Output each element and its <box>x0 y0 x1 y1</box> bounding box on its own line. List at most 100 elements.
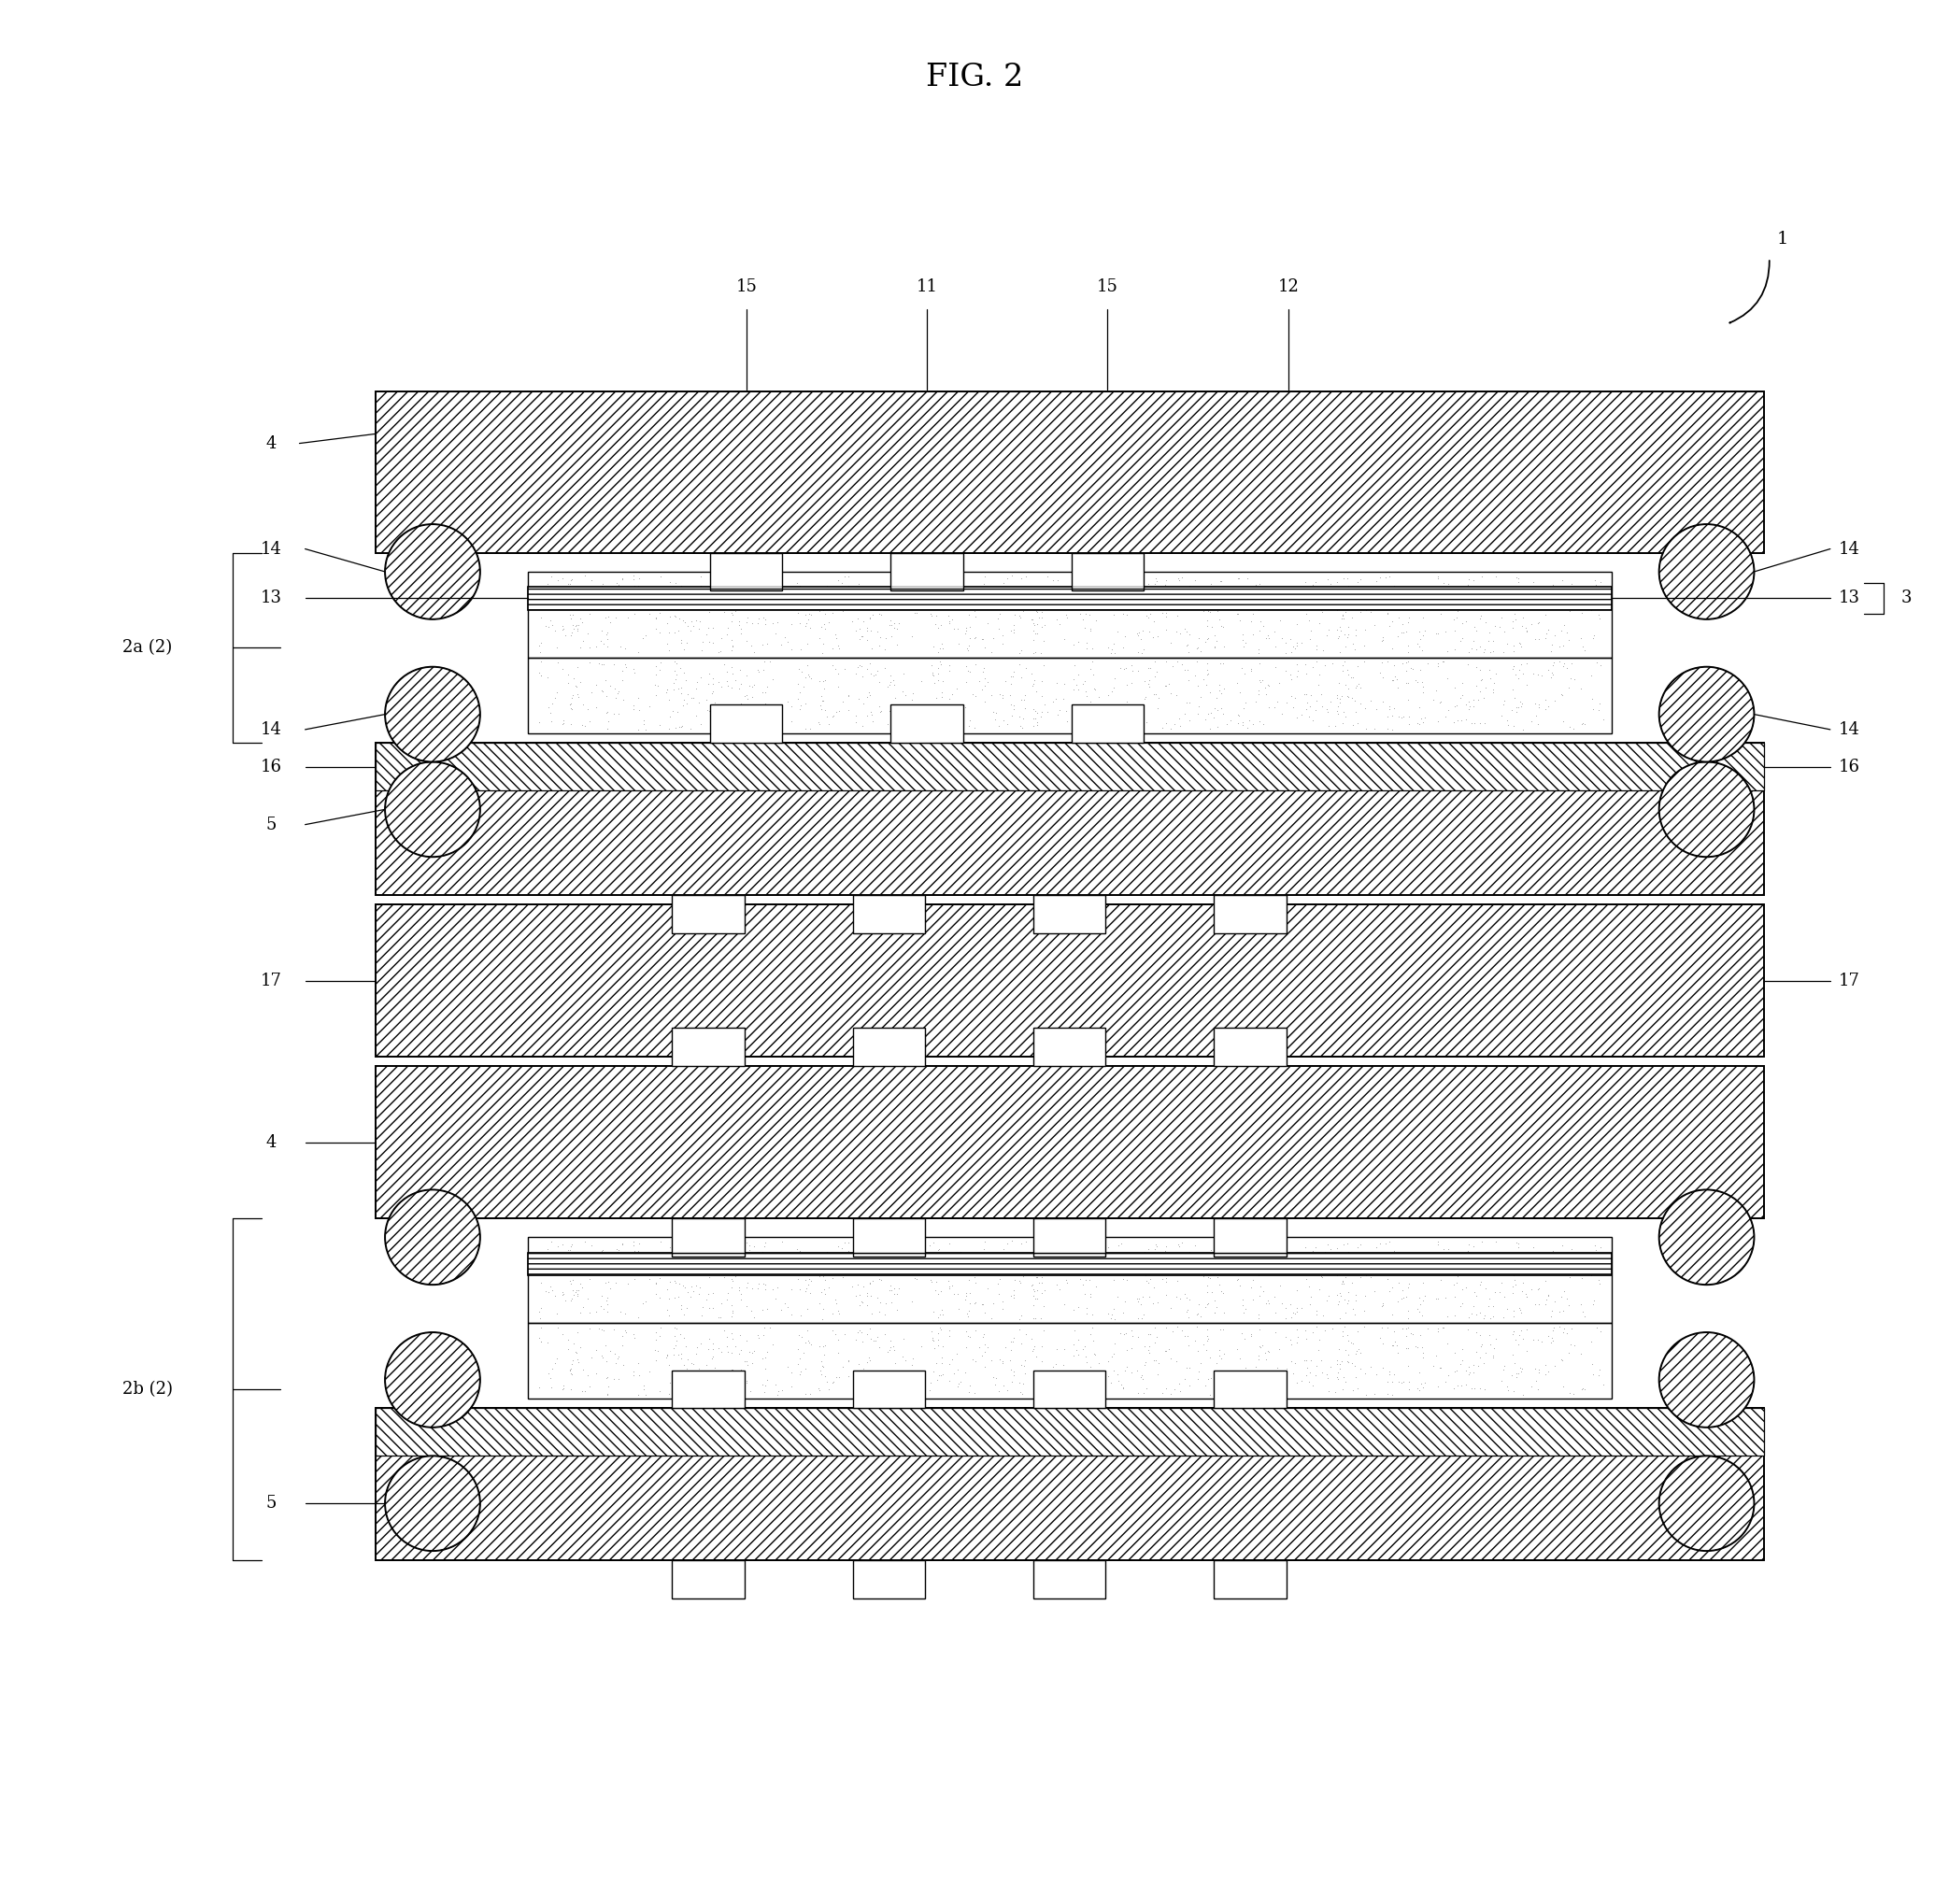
Point <box>762 1377 793 1407</box>
Point <box>976 1302 1008 1333</box>
Point <box>1360 1359 1392 1390</box>
Point <box>754 1312 785 1342</box>
Point <box>1378 1251 1409 1281</box>
Point <box>1384 1268 1415 1299</box>
Point <box>1010 693 1041 724</box>
Bar <box>376 1066 1764 1219</box>
Point <box>1555 1240 1586 1270</box>
Point <box>1530 685 1561 716</box>
Point <box>1140 1344 1171 1375</box>
Point <box>1006 1228 1037 1259</box>
Point <box>811 1264 842 1295</box>
Point <box>1321 567 1353 598</box>
Point <box>1394 607 1425 638</box>
Point <box>998 1321 1029 1352</box>
Point <box>996 585 1027 615</box>
Point <box>669 1323 700 1354</box>
Point <box>1070 628 1101 659</box>
Point <box>618 653 649 684</box>
Point <box>875 1276 906 1306</box>
Point <box>692 613 723 644</box>
Point <box>715 1264 746 1295</box>
Point <box>1532 1319 1563 1350</box>
Point <box>1064 1377 1095 1407</box>
Point <box>1423 1226 1454 1257</box>
Point <box>803 666 834 697</box>
Point <box>628 1371 659 1401</box>
Point <box>1337 1255 1368 1285</box>
Point <box>729 1377 760 1407</box>
Point <box>1374 693 1405 724</box>
Point <box>661 586 692 617</box>
Point <box>602 1238 633 1268</box>
Point <box>916 1255 947 1285</box>
Point <box>1388 1314 1419 1344</box>
Point <box>1167 1240 1199 1270</box>
Point <box>694 695 725 725</box>
Point <box>793 1270 824 1300</box>
Point <box>1473 1319 1505 1350</box>
Point <box>567 1291 598 1321</box>
Point <box>959 1289 990 1319</box>
Point <box>1068 668 1099 699</box>
Point <box>1423 562 1454 592</box>
Point <box>715 689 746 720</box>
Point <box>863 1297 895 1327</box>
Point <box>1433 636 1464 666</box>
Point <box>1128 571 1160 602</box>
Point <box>1109 1287 1140 1318</box>
Point <box>1074 1281 1105 1312</box>
Point <box>1243 1234 1275 1264</box>
Point <box>1497 1319 1528 1350</box>
Point <box>711 619 743 649</box>
Point <box>918 1325 949 1356</box>
Point <box>1454 586 1485 617</box>
Point <box>1376 1243 1407 1274</box>
Point <box>1394 1367 1425 1398</box>
Point <box>1407 706 1438 737</box>
Point <box>653 1350 684 1380</box>
Point <box>659 655 690 685</box>
Point <box>1499 651 1530 682</box>
Point <box>1173 664 1204 695</box>
Point <box>1023 1268 1054 1299</box>
Point <box>725 689 756 720</box>
Point <box>552 590 583 621</box>
Point <box>1290 1243 1321 1274</box>
Point <box>735 573 766 604</box>
Point <box>1142 621 1173 651</box>
Point <box>1004 1367 1035 1398</box>
Point <box>959 1287 990 1318</box>
Point <box>1080 708 1111 739</box>
Point <box>959 1314 990 1344</box>
Point <box>858 1253 889 1283</box>
Point <box>821 1361 852 1392</box>
Point <box>700 588 731 619</box>
Point <box>793 1327 824 1358</box>
Point <box>1279 1358 1310 1388</box>
Point <box>1357 1249 1388 1279</box>
Point <box>1329 596 1360 626</box>
Point <box>628 579 659 609</box>
Point <box>945 1236 976 1266</box>
Point <box>996 668 1027 699</box>
Point <box>628 579 659 609</box>
Point <box>1261 1243 1292 1274</box>
Point <box>1265 1270 1296 1300</box>
Point <box>1325 1281 1357 1312</box>
Point <box>1173 1302 1204 1333</box>
Point <box>1468 1329 1499 1359</box>
Point <box>534 697 565 727</box>
Point <box>1150 670 1181 701</box>
Point <box>707 649 739 680</box>
Point <box>723 1272 754 1302</box>
Point <box>1327 1228 1358 1259</box>
Point <box>1433 663 1464 693</box>
Point <box>1201 1251 1232 1281</box>
Point <box>1062 674 1093 704</box>
Point <box>1454 638 1485 668</box>
Point <box>1497 1316 1528 1346</box>
Point <box>854 680 885 710</box>
Point <box>628 623 659 653</box>
Point <box>1058 575 1089 605</box>
